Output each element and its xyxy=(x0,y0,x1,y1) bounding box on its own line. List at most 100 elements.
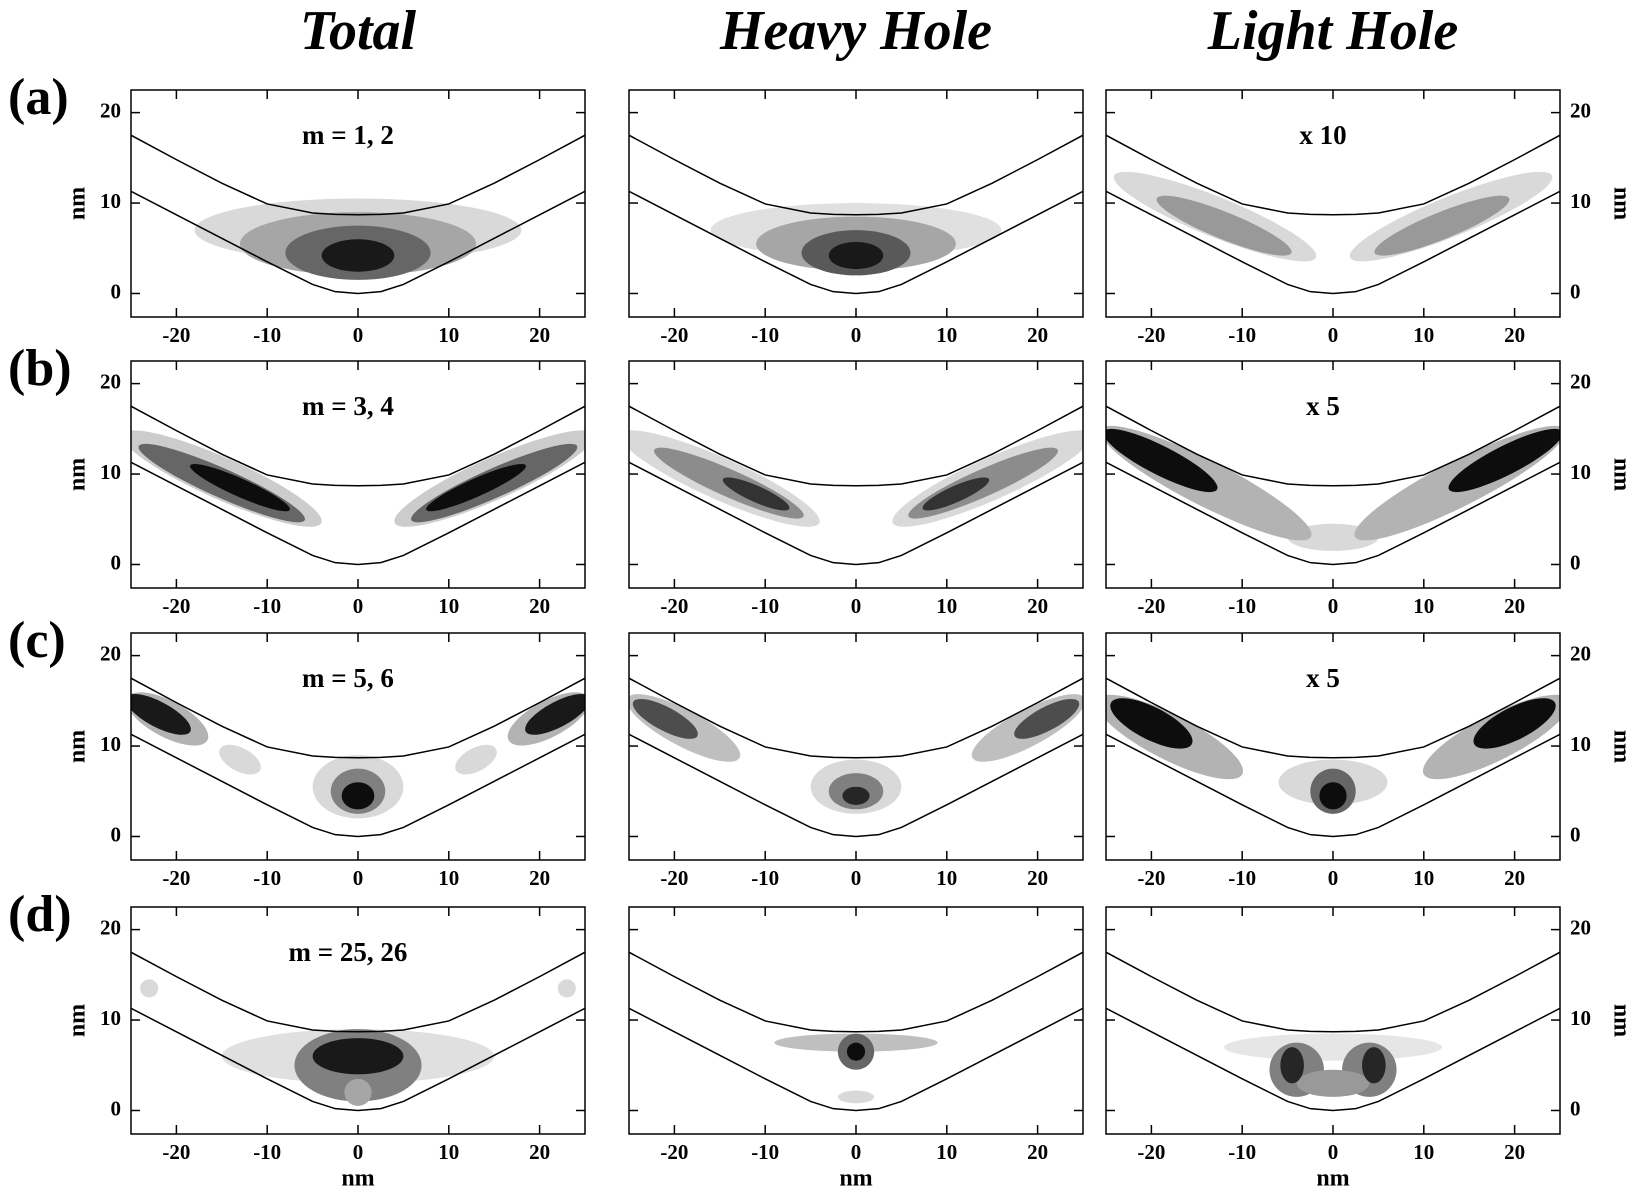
density-blob xyxy=(190,463,290,512)
y-tick-label: 0 xyxy=(111,1096,122,1120)
density-blob xyxy=(219,744,261,775)
density-blob xyxy=(525,694,585,735)
boundary-line xyxy=(1106,134,1560,216)
density-blob xyxy=(846,1042,866,1061)
plot-area xyxy=(131,951,585,1112)
boundary-line xyxy=(131,951,585,1033)
boundary-line xyxy=(629,461,1083,566)
annotation: x 5 xyxy=(1306,391,1340,421)
x-tick-label: 20 xyxy=(1504,594,1525,618)
boundary-line xyxy=(131,677,585,759)
y-tick-label: 10 xyxy=(100,1006,121,1030)
x-tick-label: 10 xyxy=(1413,323,1434,347)
density-blob xyxy=(837,1090,875,1104)
density-blob xyxy=(842,786,870,805)
plot-area xyxy=(1106,951,1560,1112)
x-tick-label: 20 xyxy=(1504,866,1525,890)
density-blob xyxy=(922,477,990,511)
x-tick-label: 0 xyxy=(851,1140,862,1164)
annotation: m = 3, 4 xyxy=(302,391,394,421)
density-blob xyxy=(140,979,159,998)
boundary-line xyxy=(131,405,585,487)
x-tick-label: 10 xyxy=(1413,1140,1434,1164)
x-tick-label: -10 xyxy=(253,1140,281,1164)
column-title: Total xyxy=(300,0,417,62)
x-tick-label: 10 xyxy=(936,866,957,890)
boundary-line xyxy=(131,733,585,838)
plot-area xyxy=(131,134,585,295)
x-tick-label: 20 xyxy=(1027,1140,1048,1164)
x-tick-label: 20 xyxy=(1504,323,1525,347)
x-tick-label: -10 xyxy=(751,1140,779,1164)
x-tick-label: 20 xyxy=(529,866,550,890)
y-tick-label: 10 xyxy=(1570,460,1591,484)
x-tick-label: -10 xyxy=(1228,1140,1256,1164)
annotation: x 10 xyxy=(1299,120,1346,150)
y-tick-label: 20 xyxy=(1570,641,1591,665)
y-tick-label: 20 xyxy=(1570,369,1591,393)
y-tick-label: 0 xyxy=(111,279,122,303)
row-label: (d) xyxy=(8,886,72,943)
y-tick-label: 20 xyxy=(100,369,121,393)
plot-area xyxy=(629,134,1083,295)
column-title: Heavy Hole xyxy=(719,0,992,62)
density-blob xyxy=(1319,782,1347,810)
x-tick-label: -20 xyxy=(162,323,190,347)
plot-area xyxy=(131,405,585,566)
annotation: x 5 xyxy=(1306,663,1340,693)
y-tick-label: 10 xyxy=(100,460,121,484)
y-axis-label: nm xyxy=(65,458,91,491)
density-blob xyxy=(1106,428,1218,493)
boundary-line xyxy=(1106,733,1560,838)
boundary-line xyxy=(1106,677,1560,759)
boundary-line xyxy=(131,1007,585,1112)
y-tick-label: 10 xyxy=(100,732,121,756)
x-tick-label: 10 xyxy=(438,1140,459,1164)
boundary-line xyxy=(131,190,585,295)
y-tick-label: 20 xyxy=(100,915,121,939)
y-tick-label: 20 xyxy=(1570,915,1591,939)
x-tick-label: -10 xyxy=(1228,866,1256,890)
x-tick-label: 0 xyxy=(1328,866,1339,890)
y-tick-label: 0 xyxy=(1570,1096,1581,1120)
x-tick-label: 10 xyxy=(438,323,459,347)
annotation: m = 5, 6 xyxy=(302,663,394,693)
x-tick-label: 20 xyxy=(1504,1140,1525,1164)
plot-area xyxy=(629,405,1083,566)
x-tick-label: 20 xyxy=(529,594,550,618)
row-label: (b) xyxy=(8,340,72,397)
x-tick-label: -20 xyxy=(162,594,190,618)
x-tick-label: -10 xyxy=(751,866,779,890)
y-axis-label: nm xyxy=(1608,187,1633,220)
y-tick-label: 10 xyxy=(1570,189,1591,213)
x-axis-label: nm xyxy=(1316,1166,1349,1192)
x-tick-label: -10 xyxy=(253,594,281,618)
density-blob xyxy=(426,463,526,512)
boundary-line xyxy=(1106,1007,1560,1112)
x-tick-label: -10 xyxy=(253,866,281,890)
x-tick-label: -20 xyxy=(1137,594,1165,618)
density-blob xyxy=(341,782,375,810)
density-blob xyxy=(1280,1047,1304,1084)
x-tick-label: 10 xyxy=(936,323,957,347)
boundary-line xyxy=(629,405,1083,487)
x-tick-label: 0 xyxy=(851,594,862,618)
x-tick-label: 0 xyxy=(1328,323,1339,347)
x-tick-label: -10 xyxy=(751,594,779,618)
boundary-line xyxy=(629,1007,1083,1112)
density-blob xyxy=(1362,1047,1386,1084)
x-tick-label: 10 xyxy=(438,866,459,890)
x-tick-label: -20 xyxy=(1137,323,1165,347)
x-tick-label: -20 xyxy=(660,594,688,618)
x-tick-label: 20 xyxy=(1027,594,1048,618)
y-axis-label: nm xyxy=(65,730,91,763)
density-blob xyxy=(722,477,790,511)
boundary-line xyxy=(629,951,1083,1033)
x-tick-label: 0 xyxy=(1328,594,1339,618)
x-tick-label: -20 xyxy=(1137,1140,1165,1164)
boundary-line xyxy=(131,134,585,216)
boundary-line xyxy=(1106,190,1560,295)
x-tick-label: -20 xyxy=(162,1140,190,1164)
x-tick-label: 20 xyxy=(529,323,550,347)
